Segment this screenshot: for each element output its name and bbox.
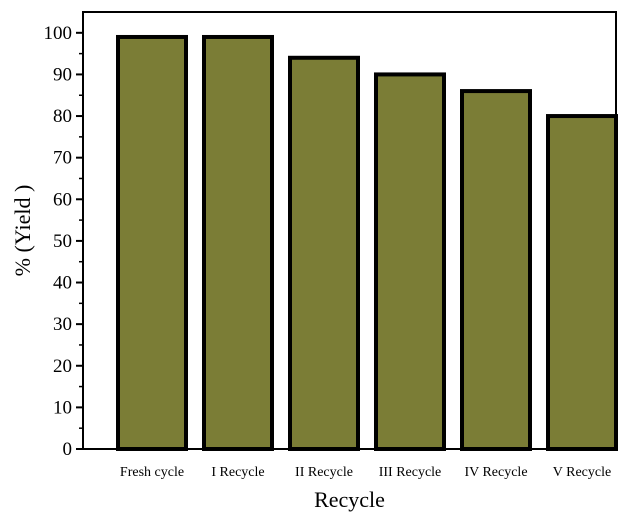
- bar-0: [116, 34, 188, 451]
- x-tick-labels: Fresh cycle I Recycle II Recycle III Recycl…: [120, 465, 611, 480]
- bars: [116, 34, 618, 452]
- bar-5: [546, 114, 618, 452]
- x-tick-label: Fresh cycle: [120, 465, 184, 480]
- plot-frame: [82, 11, 617, 450]
- y-axis-title: % (Yield ): [10, 185, 35, 277]
- x-tick-label: I Recycle: [211, 465, 264, 480]
- y-tick-label: 60: [53, 189, 72, 210]
- bar-1: [202, 34, 274, 451]
- x-tick-label: V Recycle: [553, 465, 611, 480]
- bar-4: [460, 89, 532, 451]
- x-tick-label: IV Recycle: [464, 465, 527, 480]
- y-tick-label: 10: [53, 397, 72, 418]
- y-tick-label: 50: [53, 231, 72, 252]
- y-tick-label: 30: [53, 314, 72, 335]
- bar-2: [288, 55, 360, 452]
- y-tick-label: 40: [53, 273, 72, 294]
- y-tick-label: 90: [53, 64, 72, 85]
- x-tick-label: III Recycle: [379, 465, 442, 480]
- y-tick-label: 0: [63, 439, 73, 460]
- y-tick-label: 70: [53, 148, 72, 169]
- x-tick-label: II Recycle: [295, 465, 353, 480]
- y-tick-label: 100: [44, 23, 73, 44]
- bar-3: [374, 72, 446, 452]
- y-tick-label: 80: [53, 106, 72, 127]
- x-axis-title: Recycle: [314, 487, 385, 512]
- y-tick-label: 20: [53, 356, 72, 377]
- y-ticks: 0 10 20 30 40 50 60 70 80 90 100: [44, 23, 83, 460]
